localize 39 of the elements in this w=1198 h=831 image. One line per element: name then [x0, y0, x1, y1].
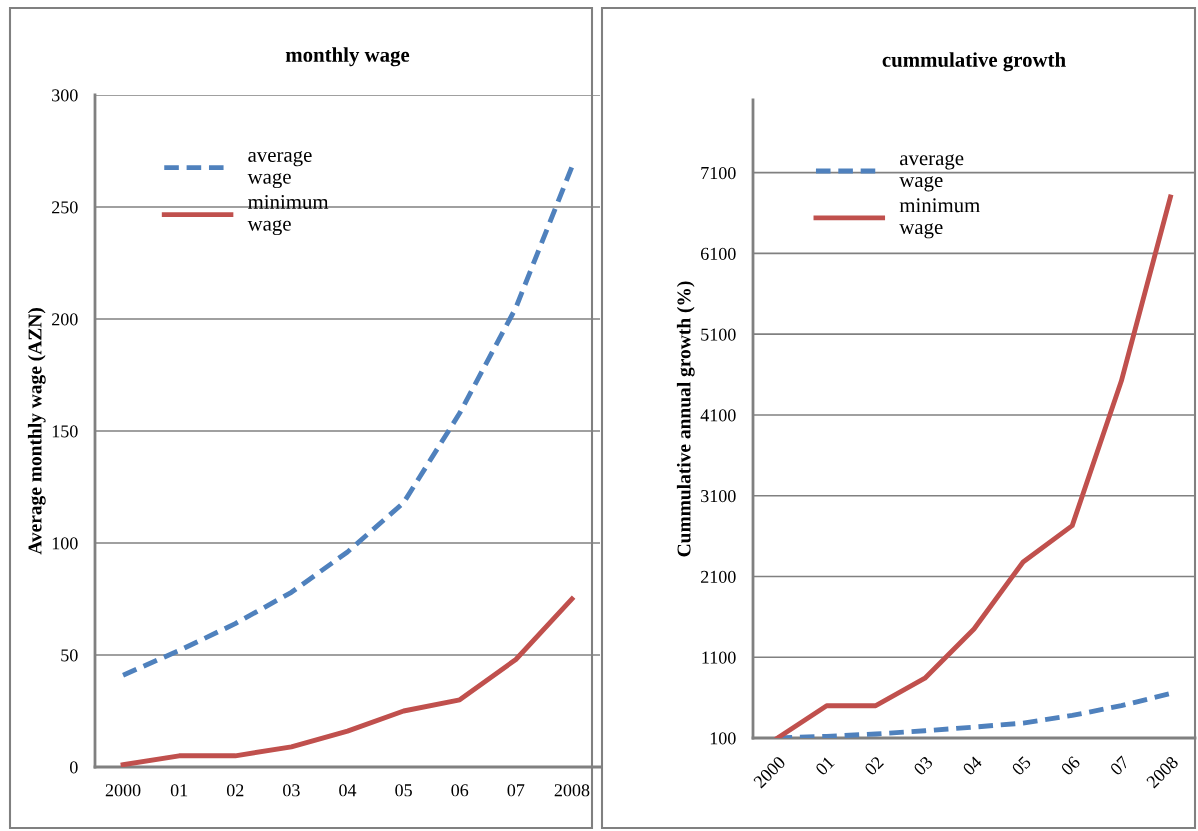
line-series: [775, 194, 1173, 738]
x-tick-label: 03: [912, 755, 934, 776]
x-tick-label: 04: [962, 755, 983, 776]
y-tick-label: 300: [52, 89, 78, 102]
y-tick-label: 100: [52, 537, 78, 550]
x-tick-label: 02: [226, 784, 244, 797]
x-tick-label: 07: [1109, 755, 1130, 776]
x-tick-label: 2000: [105, 784, 141, 797]
x-tick-label: 01: [170, 784, 188, 797]
y-axis-title: Average monthly wage (AZN): [27, 308, 46, 555]
y-tick-label: 150: [52, 425, 78, 438]
y-tick-label: 1100: [702, 651, 736, 664]
x-tick-label: 07: [507, 784, 525, 797]
y-tick-label: 100: [710, 732, 736, 745]
x-tick-label: 2008: [554, 784, 590, 797]
x-tick-label: 04: [339, 784, 357, 797]
y-tick-label: 5100: [701, 328, 736, 341]
x-tick-label: 01: [814, 755, 835, 776]
line-series: [120, 596, 575, 767]
x-tick-label: 03: [283, 784, 300, 797]
y-tick-label: 250: [52, 201, 78, 214]
y-tick-label: 200: [52, 313, 78, 326]
x-tick-label: 05: [395, 784, 412, 797]
y-tick-label: 2100: [701, 570, 736, 583]
y-axis-title: Cummulative annual growth (%): [676, 281, 695, 557]
x-tick-label: 05: [1011, 755, 1032, 776]
x-tick-label: 02: [863, 755, 885, 776]
y-tick-label: 6100: [701, 247, 736, 260]
y-tick-label: 4100: [700, 409, 736, 422]
legend-label: minimum wage: [247, 195, 329, 236]
y-tick-label: 3100: [701, 489, 736, 503]
x-tick-label: 06: [1060, 755, 1081, 776]
chart-title: cummulative growth: [882, 52, 1066, 72]
y-tick-label: 50: [61, 649, 78, 662]
y-tick-label: 0: [69, 761, 78, 774]
chart-title: monthly wage: [285, 47, 410, 67]
y-tick-label: 7100: [701, 166, 736, 180]
legend-label: minimum wage: [899, 198, 980, 239]
x-tick-label: 06: [451, 784, 469, 797]
